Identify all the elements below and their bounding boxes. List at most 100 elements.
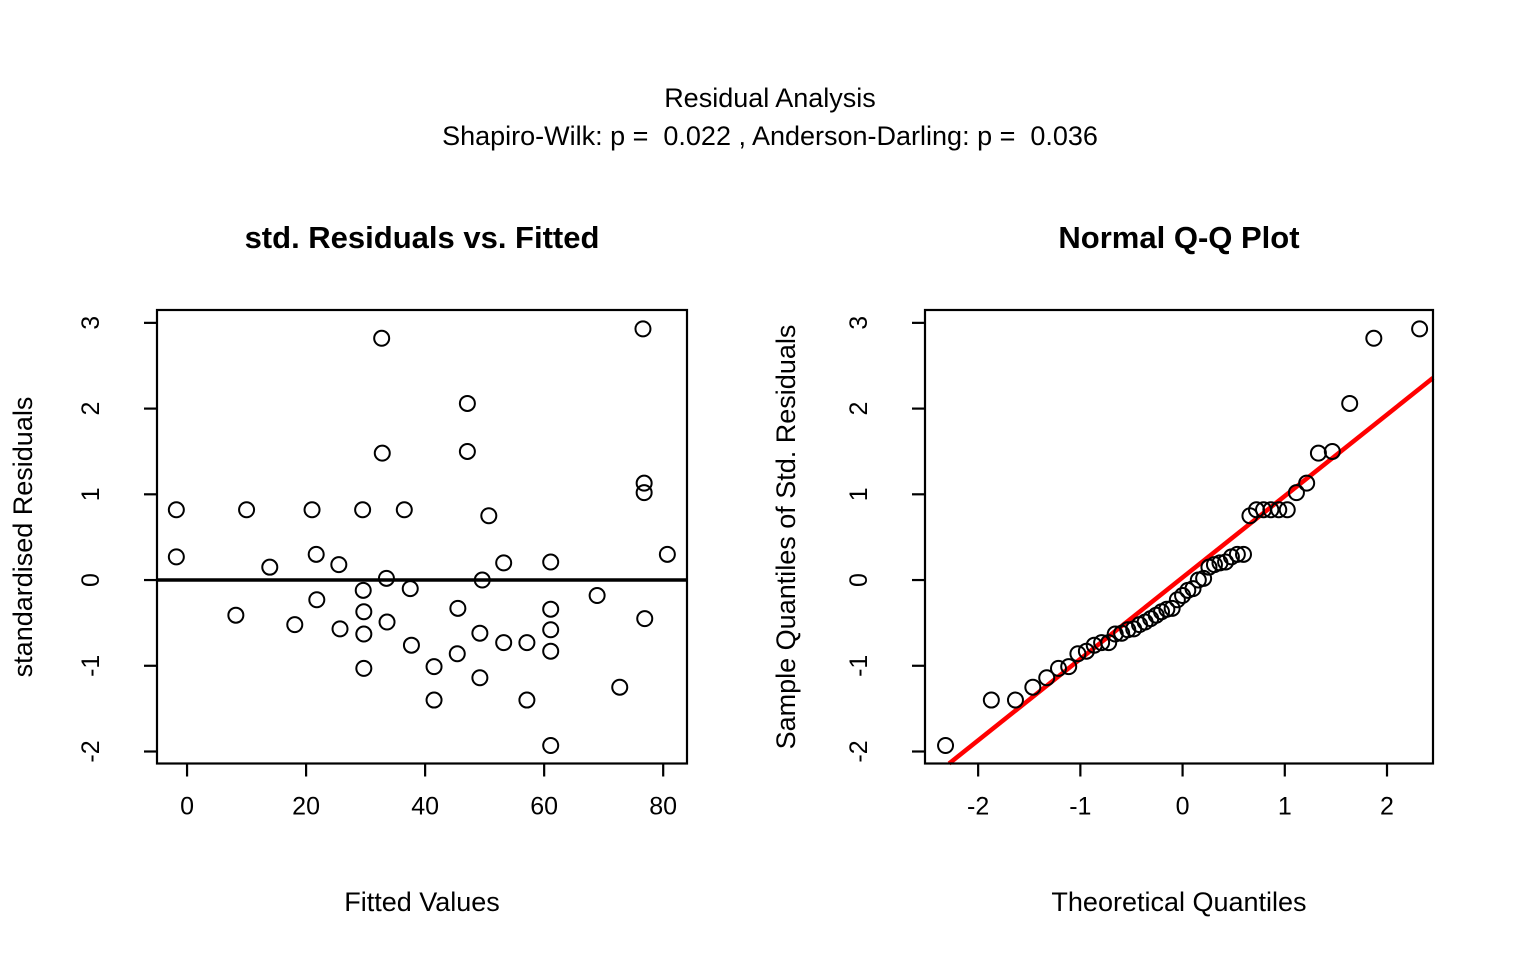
residual-point bbox=[635, 484, 653, 502]
x-tick-label: 2 bbox=[1380, 793, 1394, 821]
residual-point bbox=[542, 600, 560, 618]
residual-point bbox=[495, 554, 513, 572]
qq-reference-line bbox=[947, 376, 1435, 766]
residual-point bbox=[542, 553, 560, 571]
y-tick-label: 0 bbox=[845, 573, 873, 587]
x-tick-label: 20 bbox=[292, 793, 320, 821]
residual-point bbox=[611, 678, 629, 696]
residual-point bbox=[658, 545, 676, 563]
residual-point bbox=[636, 610, 654, 628]
y-tick-label: 1 bbox=[845, 487, 873, 501]
qq-point bbox=[1341, 394, 1359, 412]
qq-point bbox=[1365, 329, 1383, 347]
qq-xaxis-label: Theoretical Quantiles bbox=[1051, 887, 1306, 917]
residual-point bbox=[354, 581, 372, 599]
qq-point bbox=[1298, 474, 1316, 492]
residual-point bbox=[471, 669, 489, 687]
qq-point bbox=[1411, 320, 1429, 338]
x-tick-label: 80 bbox=[649, 793, 677, 821]
left-plot-area: 0 20 40 60 80 -2 -1 0 1 2 3 bbox=[77, 308, 689, 821]
y-tick-label: 2 bbox=[77, 402, 105, 416]
left-panel-title: std. Residuals vs. Fitted bbox=[245, 220, 600, 255]
x-tick-label: 0 bbox=[180, 793, 194, 821]
plot-box bbox=[923, 308, 1435, 765]
qq-point bbox=[1006, 691, 1024, 709]
qq-point bbox=[1262, 501, 1280, 519]
residual-point bbox=[542, 642, 560, 660]
residual-point bbox=[227, 606, 245, 624]
qq-point bbox=[1184, 580, 1202, 598]
residual-point bbox=[167, 548, 185, 566]
y-tick-label: -2 bbox=[77, 740, 105, 762]
left-xaxis-label: Fitted Values bbox=[344, 887, 500, 917]
x-tick-label: -1 bbox=[1069, 793, 1091, 821]
qq-point bbox=[1038, 669, 1056, 687]
x-tick-label: 1 bbox=[1278, 793, 1292, 821]
residual-point bbox=[473, 571, 491, 589]
residual-point bbox=[378, 613, 396, 631]
qq-point bbox=[1168, 591, 1186, 609]
residual-point bbox=[303, 501, 321, 519]
residual-point bbox=[331, 620, 349, 638]
residual-point bbox=[395, 501, 413, 519]
x-tick-label: 40 bbox=[411, 793, 439, 821]
residual-point bbox=[542, 736, 560, 754]
qq-point bbox=[937, 736, 955, 754]
y-tick-label: -1 bbox=[845, 655, 873, 677]
x-tick-label: 0 bbox=[1176, 793, 1190, 821]
residual-point bbox=[307, 545, 325, 563]
residual-point bbox=[355, 603, 373, 621]
qq-point bbox=[1049, 659, 1067, 677]
residual-point bbox=[167, 501, 185, 519]
qq-point bbox=[1287, 484, 1305, 502]
qq-plot-area: -2 -1 0 1 2 -2 -1 0 1 2 3 bbox=[845, 308, 1435, 821]
residual-point bbox=[480, 507, 498, 525]
residual-point bbox=[518, 691, 536, 709]
qq-point bbox=[1217, 553, 1235, 571]
residual-point bbox=[354, 501, 372, 519]
qq-point bbox=[982, 691, 1000, 709]
residual-point bbox=[402, 636, 420, 654]
plot-box bbox=[155, 308, 689, 765]
qq-point bbox=[1234, 545, 1252, 563]
y-tick-label: 3 bbox=[845, 316, 873, 330]
residual-point bbox=[286, 616, 304, 634]
qq-yaxis-label: Sample Quantiles of Std. Residuals bbox=[771, 325, 801, 750]
residual-point bbox=[542, 621, 560, 639]
residual-point bbox=[471, 624, 489, 642]
qq-panel-title: Normal Q-Q Plot bbox=[1058, 220, 1299, 255]
residual-point bbox=[377, 569, 395, 587]
qq-point bbox=[1024, 678, 1042, 696]
qq-point bbox=[1228, 545, 1246, 563]
y-tick-label: -2 bbox=[845, 740, 873, 762]
residual-point bbox=[355, 659, 373, 677]
residual-point bbox=[458, 442, 476, 460]
residual-point bbox=[448, 645, 466, 663]
left-yaxis-label: standardised Residuals bbox=[8, 397, 38, 678]
qq-point bbox=[1163, 599, 1181, 617]
x-tick-label: -2 bbox=[967, 793, 989, 821]
residual-point bbox=[373, 329, 391, 347]
residual-point bbox=[401, 580, 419, 598]
main-title: Residual Analysis bbox=[664, 83, 876, 113]
qq-point bbox=[1093, 634, 1111, 652]
residual-point bbox=[588, 586, 606, 604]
x-tick-label: 60 bbox=[530, 793, 558, 821]
residual-point bbox=[425, 658, 443, 676]
y-tick-label: 1 bbox=[77, 487, 105, 501]
qq-point bbox=[1060, 658, 1078, 676]
qq-point bbox=[1069, 645, 1087, 663]
y-tick-label: -1 bbox=[77, 655, 105, 677]
residual-point bbox=[261, 558, 279, 576]
residual-point bbox=[449, 599, 467, 617]
qq-point bbox=[1323, 442, 1341, 460]
residual-point bbox=[355, 625, 373, 643]
y-tick-label: 2 bbox=[845, 402, 873, 416]
qq-point bbox=[1278, 501, 1296, 519]
residual-point bbox=[373, 444, 391, 462]
qq-point bbox=[1270, 501, 1288, 519]
qq-point bbox=[1158, 600, 1176, 618]
